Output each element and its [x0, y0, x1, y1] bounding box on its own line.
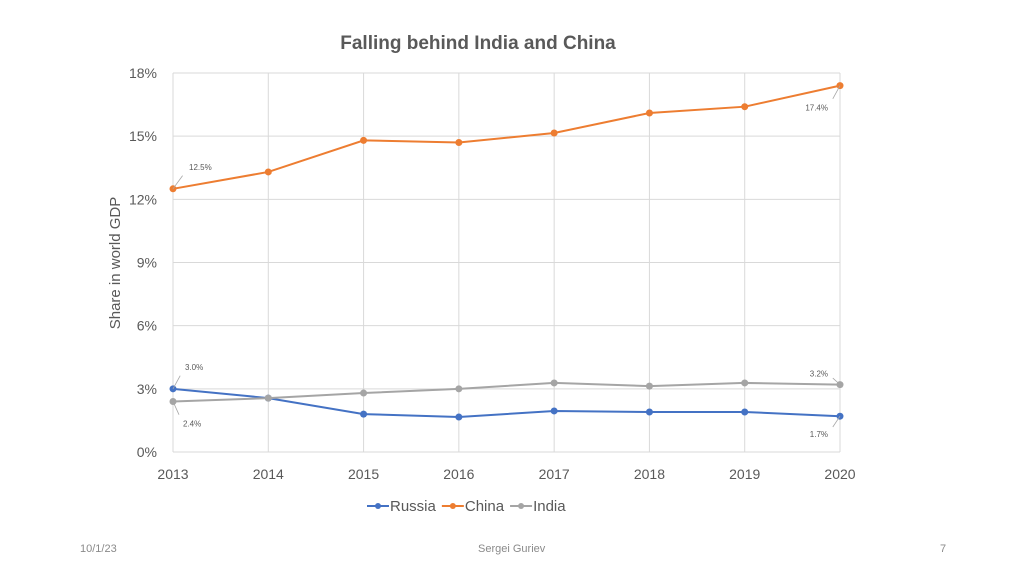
- legend-label: India: [533, 498, 566, 515]
- x-tick-label: 2014: [253, 466, 284, 482]
- chart-title: Falling behind India and China: [340, 33, 616, 54]
- data-point-russia: [645, 408, 653, 416]
- data-label: 1.7%: [810, 430, 828, 439]
- data-point-india: [455, 385, 463, 393]
- y-tick-label: 12%: [129, 191, 157, 207]
- data-label-leader: [172, 401, 180, 415]
- series-line-india: [172, 381, 841, 403]
- data-point-india: [360, 389, 368, 397]
- x-tick-label: 2013: [157, 466, 188, 482]
- data-label: 17.4%: [805, 104, 828, 113]
- data-point-china: [360, 136, 368, 144]
- series-line-russia: [172, 387, 841, 419]
- data-label: 12.5%: [189, 163, 212, 172]
- data-point-china: [550, 129, 558, 137]
- legend-marker-china: [449, 503, 456, 509]
- data-label: 2.4%: [183, 419, 201, 428]
- y-tick-label: 18%: [129, 65, 157, 81]
- data-label-leader: [832, 415, 841, 428]
- data-point-russia: [741, 408, 749, 416]
- data-point-china: [741, 103, 749, 111]
- y-tick-label: 15%: [129, 128, 157, 144]
- y-tick-label: 9%: [137, 255, 157, 271]
- y-tick-label: 3%: [137, 381, 157, 397]
- x-tick-label: 2019: [729, 466, 760, 482]
- footer-author: Sergei Guriev: [478, 543, 546, 555]
- data-label-leader: [832, 85, 841, 100]
- footer-date: 10/1/23: [80, 543, 117, 555]
- y-axis-label: Share in world GDP: [107, 197, 124, 330]
- y-tick-label: 0%: [137, 444, 157, 460]
- data-point-russia: [360, 410, 368, 418]
- data-point-china: [455, 138, 463, 146]
- legend-marker-india: [518, 503, 525, 509]
- data-point-india: [550, 379, 558, 387]
- data-point-india: [741, 379, 749, 387]
- data-point-russia: [550, 407, 558, 415]
- data-label: 3.0%: [185, 363, 203, 372]
- data-point-china: [645, 109, 653, 117]
- data-label: 3.2%: [810, 370, 828, 379]
- legend-marker-russia: [375, 503, 381, 509]
- x-tick-label: 2018: [634, 466, 665, 482]
- x-tick-label: 2015: [348, 466, 379, 482]
- data-point-china: [264, 168, 272, 176]
- footer-page-number: 7: [940, 543, 947, 555]
- legend-label: China: [465, 498, 505, 515]
- data-point-russia: [455, 413, 463, 421]
- series-line-china: [172, 84, 841, 190]
- data-point-india: [264, 394, 272, 402]
- x-tick-label: 2020: [824, 466, 855, 482]
- data-label-leader: [832, 377, 841, 385]
- data-label-leader: [172, 375, 181, 390]
- x-tick-label: 2016: [443, 466, 474, 482]
- y-tick-label: 6%: [137, 318, 157, 334]
- data-label-leader: [172, 175, 183, 190]
- data-point-india: [645, 382, 653, 390]
- legend-label: Russia: [390, 498, 437, 515]
- x-tick-label: 2017: [539, 466, 570, 482]
